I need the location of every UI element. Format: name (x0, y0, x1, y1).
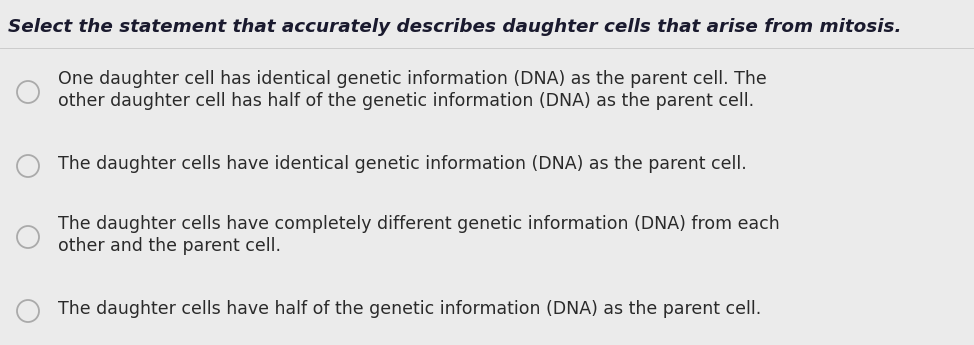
Text: The daughter cells have half of the genetic information (DNA) as the parent cell: The daughter cells have half of the gene… (58, 300, 762, 318)
Text: One daughter cell has identical genetic information (DNA) as the parent cell. Th: One daughter cell has identical genetic … (58, 70, 767, 88)
Text: other and the parent cell.: other and the parent cell. (58, 237, 281, 255)
Text: other daughter cell has half of the genetic information (DNA) as the parent cell: other daughter cell has half of the gene… (58, 92, 754, 110)
Text: The daughter cells have identical genetic information (DNA) as the parent cell.: The daughter cells have identical geneti… (58, 155, 747, 173)
Text: The daughter cells have completely different genetic information (DNA) from each: The daughter cells have completely diffe… (58, 215, 780, 233)
Text: Select the statement that accurately describes daughter cells that arise from mi: Select the statement that accurately des… (8, 18, 902, 36)
